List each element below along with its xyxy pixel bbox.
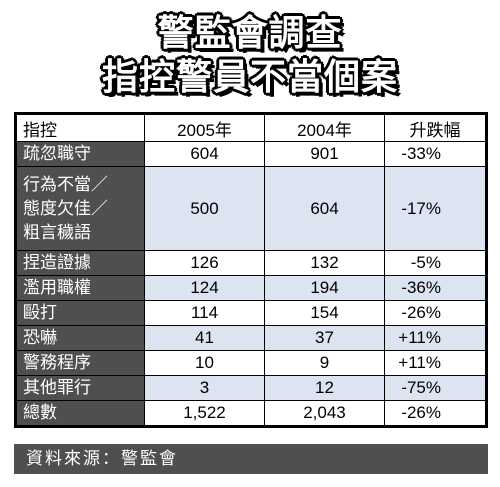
row-value-2004: 901 — [264, 141, 385, 167]
header-change: 升跌幅 — [384, 114, 486, 142]
row-value-2004: 194 — [264, 275, 385, 301]
row-change: -26% — [384, 400, 486, 426]
row-category: 毆打 — [16, 300, 145, 326]
source-note: 資料來源：警監會 — [14, 444, 488, 474]
row-value-2005: 604 — [144, 141, 265, 167]
table-body: 疏忽職守 604 901 -33% 行為不當／ 態度欠佳／ 粗言穢語 500 604 -17% 捏造… — [16, 141, 486, 426]
header-2005: 2005年 — [144, 114, 265, 142]
row-category: 警務程序 — [16, 350, 145, 376]
complaints-table: 指控 2005年 2004年 升跌幅 疏忽職守 604 901 -33% 行為不當／ 態度… — [14, 112, 488, 428]
table-row: 疏忽職守 604 901 -33% — [16, 141, 486, 167]
row-value-2005: 1,522 — [144, 400, 265, 426]
header-2004: 2004年 — [264, 114, 385, 142]
row-value-2005: 10 — [144, 350, 265, 376]
row-value-2004: 12 — [264, 375, 385, 401]
table-row: 恐嚇 41 37 +11% — [16, 325, 486, 351]
row-change: +11% — [384, 350, 486, 376]
row-value-2004: 9 — [264, 350, 385, 376]
header-category: 指控 — [16, 114, 145, 142]
row-change: -75% — [384, 375, 486, 401]
row-value-2004: 37 — [264, 325, 385, 351]
row-value-2005: 3 — [144, 375, 265, 401]
title-block: 警監會調查 指控警員不當個案 — [0, 12, 500, 100]
row-value-2005: 114 — [144, 300, 265, 326]
table-header-row: 指控 2005年 2004年 升跌幅 — [16, 114, 486, 142]
row-change: +11% — [384, 325, 486, 351]
table-row: 濫用職權 124 194 -36% — [16, 275, 486, 301]
table-row: 總數 1,522 2,043 -26% — [16, 400, 486, 426]
row-value-2004: 604 — [264, 166, 385, 251]
row-value-2005: 500 — [144, 166, 265, 251]
row-category: 總數 — [16, 400, 145, 426]
table-row: 其他罪行 3 12 -75% — [16, 375, 486, 401]
row-category: 捏造證據 — [16, 250, 145, 276]
row-category: 恐嚇 — [16, 325, 145, 351]
row-value-2005: 126 — [144, 250, 265, 276]
table-row: 警務程序 10 9 +11% — [16, 350, 486, 376]
row-change: -33% — [384, 141, 486, 167]
row-value-2005: 124 — [144, 275, 265, 301]
title-line-1: 警監會調查 — [157, 13, 343, 54]
table-row: 行為不當／ 態度欠佳／ 粗言穢語 500 604 -17% — [16, 166, 486, 251]
row-change: -5% — [384, 250, 486, 276]
title-line-2: 指控警員不當個案 — [101, 57, 398, 98]
row-change: -36% — [384, 275, 486, 301]
row-value-2004: 154 — [264, 300, 385, 326]
row-value-2004: 132 — [264, 250, 385, 276]
row-category: 其他罪行 — [16, 375, 145, 401]
row-category: 濫用職權 — [16, 275, 145, 301]
row-change: -26% — [384, 300, 486, 326]
table-row: 捏造證據 126 132 -5% — [16, 250, 486, 276]
row-category: 疏忽職守 — [16, 141, 145, 167]
table-row: 毆打 114 154 -26% — [16, 300, 486, 326]
row-value-2004: 2,043 — [264, 400, 385, 426]
row-value-2005: 41 — [144, 325, 265, 351]
row-category: 行為不當／ 態度欠佳／ 粗言穢語 — [16, 166, 145, 251]
row-change: -17% — [384, 166, 486, 251]
